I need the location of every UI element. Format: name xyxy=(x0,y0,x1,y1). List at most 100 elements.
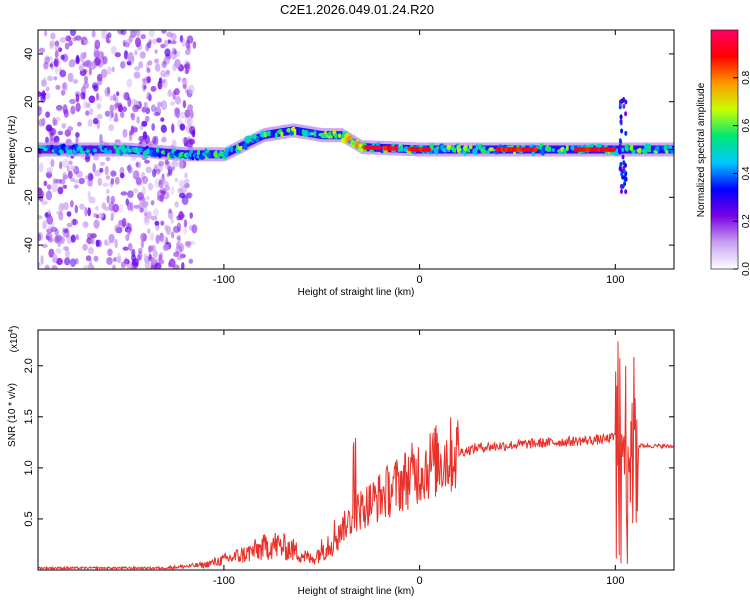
heatmap-noise-mark xyxy=(80,92,86,100)
heatmap-noise-mark xyxy=(70,30,76,37)
heatmap-noise-mark xyxy=(125,234,130,242)
heatmap-noise-mark xyxy=(70,165,75,171)
heatmap-spike-mark xyxy=(624,99,628,105)
heatmap-ridge-band xyxy=(229,147,232,156)
heatmap-ridge-mark xyxy=(229,145,234,153)
heatmap-noise-mark xyxy=(171,159,179,168)
heatmap-noise-mark xyxy=(130,125,135,135)
heatmap-noise-mark xyxy=(83,75,89,84)
heatmap-noise-mark xyxy=(83,221,89,227)
heatmap-noise-mark xyxy=(184,172,188,179)
heatmap-noise-mark xyxy=(149,232,155,242)
heatmap-noise-mark xyxy=(87,178,93,187)
heatmap-noise-mark xyxy=(129,112,134,118)
heatmap-ridge-band xyxy=(296,127,299,135)
heatmap-noise-mark xyxy=(59,161,63,170)
heatmap-noise-mark xyxy=(98,50,104,59)
heatmap-noise-mark xyxy=(67,126,74,132)
heatmap-noise-mark xyxy=(122,246,129,251)
heatmap-ridge-mark xyxy=(280,131,285,138)
heatmap-noise-mark xyxy=(83,81,89,89)
heatmap-ridge-band xyxy=(619,145,622,154)
heatmap-ridge-mark xyxy=(155,146,160,153)
heatmap-spike-mark xyxy=(620,189,623,194)
heatmap-noise-mark xyxy=(160,220,165,226)
heatmap-noise-mark xyxy=(120,61,125,69)
colorbar-tick-label: 0.6 xyxy=(741,118,750,132)
heatmap-ridge-band xyxy=(47,145,50,154)
heatmap-noise-mark xyxy=(75,56,80,65)
heatmap-noise-mark xyxy=(50,226,58,232)
heatmap-spike-mark xyxy=(619,161,623,167)
heatmap-noise-mark xyxy=(94,39,101,50)
heatmap-noise-mark xyxy=(75,102,81,113)
heatmap-noise-mark xyxy=(118,203,124,214)
heatmap-ridge-band xyxy=(88,145,91,154)
heatmap-noise-mark xyxy=(160,79,166,84)
heatmap-noise-mark xyxy=(96,73,103,82)
spectrogram-y-ticks: -40 -20 0 20 40 xyxy=(23,48,674,253)
heatmap-noise-mark xyxy=(110,170,117,177)
heatmap-noise-mark xyxy=(93,84,99,92)
heatmap-noise-mark xyxy=(140,171,146,180)
heatmap-noise-mark xyxy=(67,72,74,83)
heatmap-noise-mark xyxy=(185,192,192,199)
heatmap-noise-mark xyxy=(70,234,76,243)
heatmap-noise-mark xyxy=(73,165,80,175)
heatmap-ridge-mark xyxy=(551,148,556,152)
snr-y-multiplier-base: (x10 xyxy=(9,332,20,352)
heatmap-noise-mark xyxy=(135,161,139,168)
x-tick-label: -100 xyxy=(213,575,235,587)
heatmap-ridge-band xyxy=(164,148,167,157)
heatmap-noise-mark xyxy=(164,57,170,65)
snr-y-multiplier-exponent: 4 xyxy=(8,329,15,333)
heatmap-noise-mark xyxy=(91,30,96,38)
heatmap-noise-mark xyxy=(55,116,61,122)
heatmap-noise-mark xyxy=(170,217,174,224)
y-tick-label: 1.5 xyxy=(23,409,35,424)
heatmap-noise-mark xyxy=(52,137,58,143)
heatmap-noise-mark xyxy=(75,234,79,241)
heatmap-noise-mark xyxy=(85,110,90,116)
heatmap-noise-mark xyxy=(58,211,64,221)
heatmap-noise-mark xyxy=(120,261,126,269)
heatmap-noise-mark xyxy=(62,228,69,234)
heatmap-noise-mark xyxy=(88,67,92,76)
heatmap-noise-mark xyxy=(100,68,108,78)
heatmap-noise-mark xyxy=(45,111,50,118)
heatmap-noise-mark xyxy=(144,215,149,224)
heatmap-noise-mark xyxy=(127,227,131,236)
heatmap-noise-mark xyxy=(147,228,151,234)
heatmap-noise-mark xyxy=(177,76,181,83)
heatmap-noise-mark xyxy=(123,50,129,60)
heatmap-noise-mark xyxy=(54,179,62,184)
heatmap-noise-mark xyxy=(165,225,171,235)
heatmap-noise-mark xyxy=(78,65,84,72)
heatmap-noise-mark xyxy=(115,226,122,234)
heatmap-noise-mark xyxy=(154,220,160,226)
heatmap-ridge-band xyxy=(618,145,621,154)
heatmap-noise-mark xyxy=(127,97,132,107)
heatmap-noise-mark xyxy=(170,32,177,41)
heatmap-noise-mark xyxy=(174,177,179,183)
heatmap-noise-mark xyxy=(127,164,132,174)
heatmap-noise-mark xyxy=(110,177,115,185)
heatmap-spike-mark xyxy=(621,98,625,104)
heatmap-noise-mark xyxy=(132,171,136,177)
heatmap-noise-mark xyxy=(74,35,82,41)
heatmap-noise-mark xyxy=(40,93,46,103)
heatmap-noise-mark xyxy=(164,185,171,192)
heatmap-spike-mark xyxy=(624,130,628,136)
heatmap-ridge-band xyxy=(210,150,213,159)
heatmap-noise-mark xyxy=(108,233,115,244)
heatmap-noise-mark xyxy=(105,241,111,246)
heatmap-noise-mark xyxy=(186,192,193,199)
heatmap-noise-mark xyxy=(110,212,115,219)
heatmap-noise-mark xyxy=(110,46,117,54)
heatmap-noise-mark xyxy=(92,117,99,125)
heatmap-noise-mark xyxy=(152,250,158,258)
heatmap-noise-mark xyxy=(129,55,135,63)
heatmap-noise-mark xyxy=(65,249,70,259)
heatmap-noise-mark xyxy=(145,196,150,201)
heatmap-noise-mark xyxy=(148,93,152,102)
